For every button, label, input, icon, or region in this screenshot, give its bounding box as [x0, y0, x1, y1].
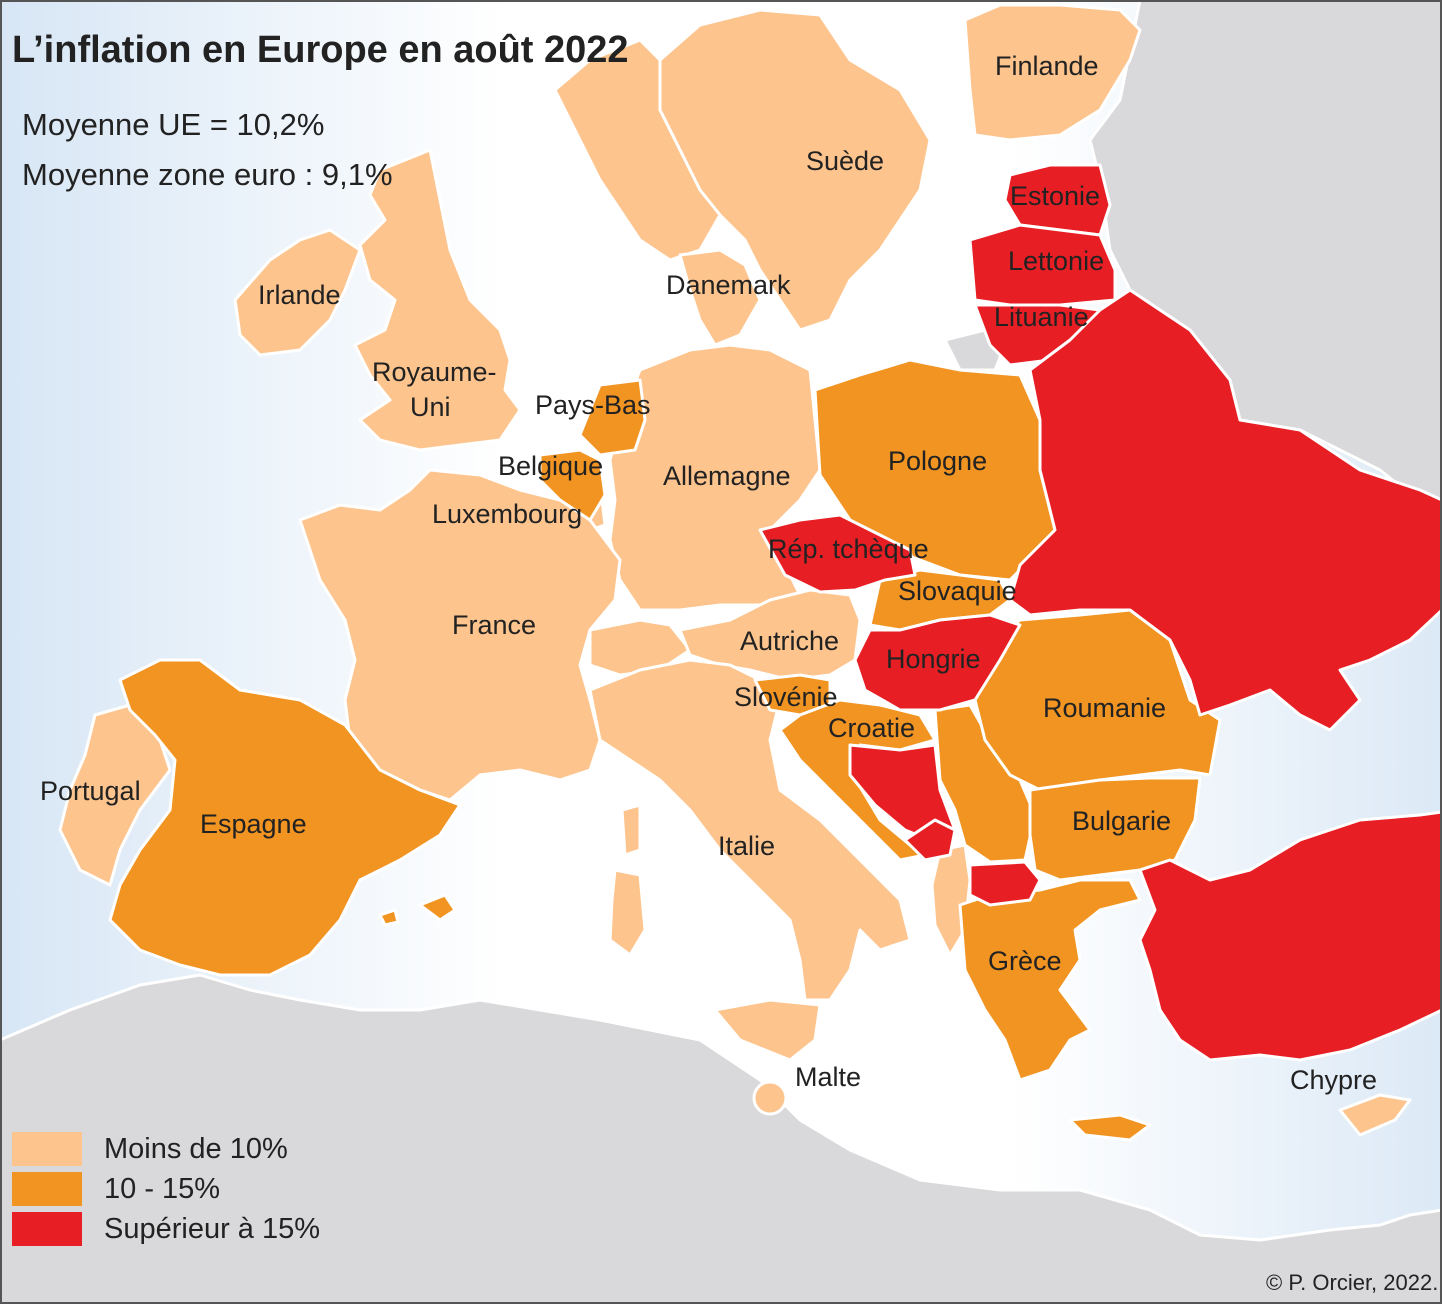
label-royaume-uni-2: Uni: [410, 392, 451, 422]
sardinia-shape: [608, 868, 647, 957]
label-lituanie: Lituanie: [994, 302, 1089, 332]
montenegro-shape: [903, 818, 957, 862]
legend: Moins de 10% 10 - 15% Supérieur à 15%: [12, 1132, 320, 1246]
cyprus-shape: [1338, 1093, 1412, 1137]
balearic-shape: [418, 893, 457, 922]
croatia-shape: [778, 698, 937, 862]
greece-shape: [958, 878, 1142, 1082]
legend-label-high: Supérieur à 15%: [104, 1213, 320, 1245]
hungary-shape: [853, 613, 1022, 712]
label-suede: Suède: [806, 146, 884, 176]
label-bulgarie: Bulgarie: [1072, 806, 1171, 836]
netherlands-shape: [578, 378, 647, 457]
spain-shape: [108, 658, 462, 977]
label-estonie: Estonie: [1010, 181, 1100, 211]
romania-shape: [973, 608, 1222, 792]
label-luxembourg: Luxembourg: [432, 499, 582, 529]
corsica-shape: [620, 803, 642, 857]
label-royaume-uni-1: Royaume-: [372, 357, 497, 387]
finland-shape: [963, 3, 1142, 142]
label-espagne: Espagne: [200, 809, 307, 839]
eu-average: Moyenne UE = 10,2%: [22, 107, 324, 142]
label-allemagne: Allemagne: [663, 461, 791, 491]
label-slovaquie: Slovaquie: [898, 576, 1017, 606]
label-autriche: Autriche: [740, 626, 839, 656]
label-chypre: Chypre: [1290, 1065, 1377, 1095]
label-italie: Italie: [718, 831, 775, 861]
ireland-shape: [233, 228, 362, 357]
north-macedonia-shape: [968, 860, 1042, 907]
label-finlande: Finlande: [995, 51, 1099, 81]
label-malte: Malte: [795, 1062, 861, 1092]
legend-swatch-mid: [12, 1172, 82, 1206]
switzerland-shape: [588, 618, 692, 677]
label-france: France: [452, 610, 536, 640]
label-irlande: Irlande: [258, 280, 341, 310]
label-croatie: Croatie: [828, 713, 915, 743]
label-rep-tcheque: Rép. tchèque: [768, 534, 929, 564]
balearic-2-shape: [378, 908, 400, 927]
malta-shape: [752, 1080, 788, 1116]
sicily-shape: [713, 998, 822, 1062]
label-grece: Grèce: [988, 946, 1062, 976]
label-lettonie: Lettonie: [1008, 246, 1104, 276]
countries-mid: [108, 358, 1222, 1142]
label-roumanie: Roumanie: [1043, 693, 1166, 723]
legend-label-low: Moins de 10%: [104, 1133, 288, 1165]
label-hongrie: Hongrie: [886, 644, 981, 674]
north-africa-land: [0, 973, 1442, 1304]
label-pologne: Pologne: [888, 446, 987, 476]
eurozone-average: Moyenne zone euro : 9,1%: [22, 157, 393, 192]
label-portugal: Portugal: [40, 776, 141, 806]
uk-shape: [353, 148, 522, 452]
label-slovenie: Slovénie: [734, 682, 838, 712]
belarus-ukraine-shape: [1008, 288, 1442, 732]
legend-swatch-low: [12, 1132, 82, 1166]
czechia-shape: [758, 513, 917, 594]
turkey-shape: [1138, 810, 1442, 1062]
belgium-shape: [538, 448, 607, 522]
norway-shape: [553, 38, 722, 262]
label-belgique: Belgique: [498, 451, 603, 481]
country-labels: Finlande Suède Estonie Lettonie Lituanie…: [40, 51, 1377, 1095]
label-pays-bas: Pays-Bas: [535, 390, 651, 420]
label-danemark: Danemark: [666, 270, 791, 300]
latvia-shape: [968, 223, 1117, 307]
crete-shape: [1068, 1113, 1152, 1142]
legend-label-mid: 10 - 15%: [104, 1173, 220, 1205]
denmark-shape: [678, 248, 762, 347]
legend-swatch-high: [12, 1212, 82, 1246]
map-title: L’inflation en Europe en août 2022: [12, 29, 629, 71]
countries-high: [758, 163, 1442, 1062]
countries-low: [58, 3, 1412, 1137]
copyright: © P. Orcier, 2022.: [1266, 1270, 1438, 1295]
